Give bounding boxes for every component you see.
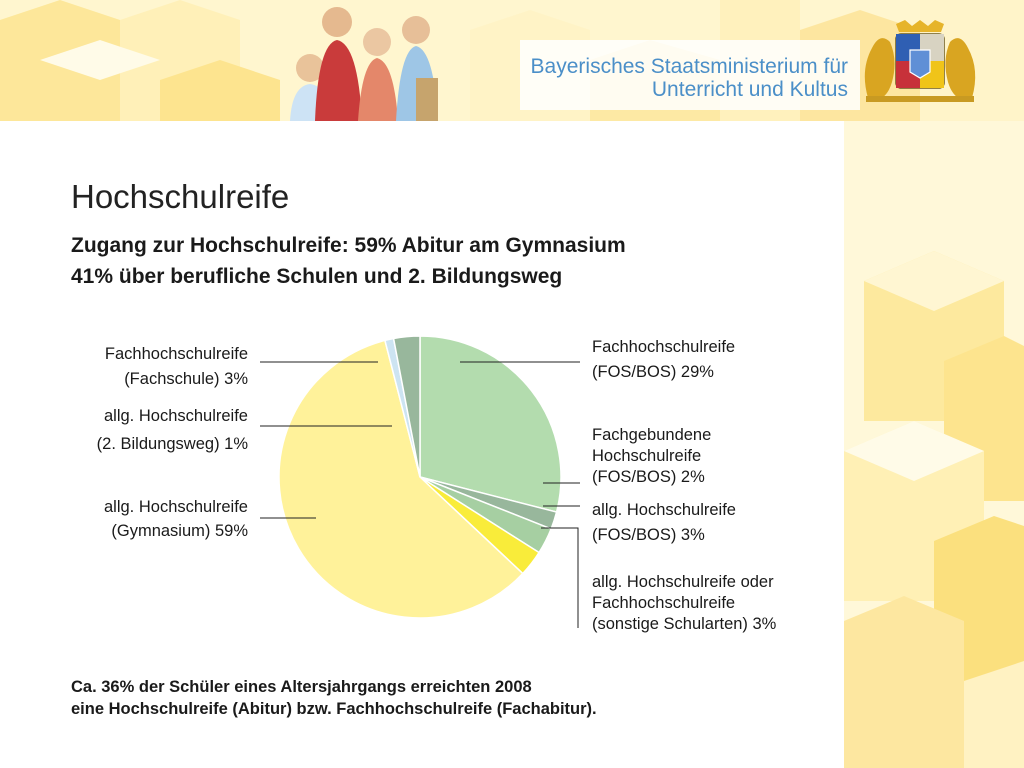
slice-label-zweiter-bildungsweg-line2: (2. Bildungsweg) 1% xyxy=(97,435,249,453)
slice-label-gymnasium-line1: allg. Hochschulreife xyxy=(104,498,248,516)
slide-title: Hochschulreife xyxy=(71,178,290,215)
children-photo xyxy=(290,7,438,121)
pie-chart: Fachhochschulreife (FOS/BOS) 29% Fachgebun… xyxy=(97,335,777,633)
slice-label-fh-fos-bos-line1: Fachhochschulreife xyxy=(592,338,735,356)
pie-slice-gymnasium xyxy=(278,339,524,619)
leader-line-sonstige xyxy=(541,527,579,628)
slice-label-fachschule-line1: Fachhochschulreife xyxy=(105,345,248,363)
ministry-name-line2: Unterricht und Kultus xyxy=(651,78,848,101)
slide-subtitle: Zugang zur Hochschulreife: 59% Abitur am… xyxy=(71,230,831,292)
subtitle-line1: Zugang zur Hochschulreife: 59% Abitur am… xyxy=(71,234,626,257)
slice-label-sonstige-line2: Fachhochschulreife xyxy=(592,594,735,612)
ministry-name-line1: Bayerisches Staatsministerium für xyxy=(530,55,848,78)
slice-label-fachgebunden-line3: (FOS/BOS) 2% xyxy=(592,468,705,486)
footnote-line2: eine Hochschulreife (Abitur) bzw. Fachho… xyxy=(71,700,597,718)
footnote-line1: Ca. 36% der Schüler eines Altersjahrgang… xyxy=(71,678,532,696)
slice-label-allg-fos-bos-line1: allg. Hochschulreife xyxy=(592,501,736,519)
pie-slices xyxy=(278,335,562,619)
leader-lines xyxy=(260,361,580,628)
slice-label-zweiter-bildungsweg-line1: allg. Hochschulreife xyxy=(104,407,248,425)
slice-labels: Fachhochschulreife (FOS/BOS) 29% Fachgebun… xyxy=(97,338,777,633)
decorative-cube-sidebar xyxy=(844,121,1024,768)
slice-label-gymnasium-line2: (Gymnasium) 59% xyxy=(111,522,248,540)
footnote: Ca. 36% der Schüler eines Altersjahrgang… xyxy=(71,676,831,720)
slice-label-allg-fos-bos-line2: (FOS/BOS) 3% xyxy=(592,526,705,544)
slice-label-sonstige-line1: allg. Hochschulreife oder xyxy=(592,573,774,591)
slice-label-sonstige-line3: (sonstige Schularten) 3% xyxy=(592,615,777,633)
slice-label-fachgebunden-line2: Hochschulreife xyxy=(592,447,701,465)
subtitle-line2: 41% über berufliche Schulen und 2. Bildu… xyxy=(71,265,563,288)
header: Bayerisches Staatsministerium für Unterr… xyxy=(0,0,1024,121)
decorative-cube-banner xyxy=(0,0,1024,121)
ministry-name: Bayerisches Staatsministerium für Unterr… xyxy=(520,55,848,101)
pie-slice-fachschule xyxy=(392,335,421,478)
slice-label-fh-fos-bos-line2: (FOS/BOS) 29% xyxy=(592,363,714,381)
slice-label-fachgebunden-line1: Fachgebundene xyxy=(592,426,711,444)
slice-label-fachschule-line2: (Fachschule) 3% xyxy=(124,370,248,388)
bavarian-coat-of-arms-icon xyxy=(864,20,976,102)
